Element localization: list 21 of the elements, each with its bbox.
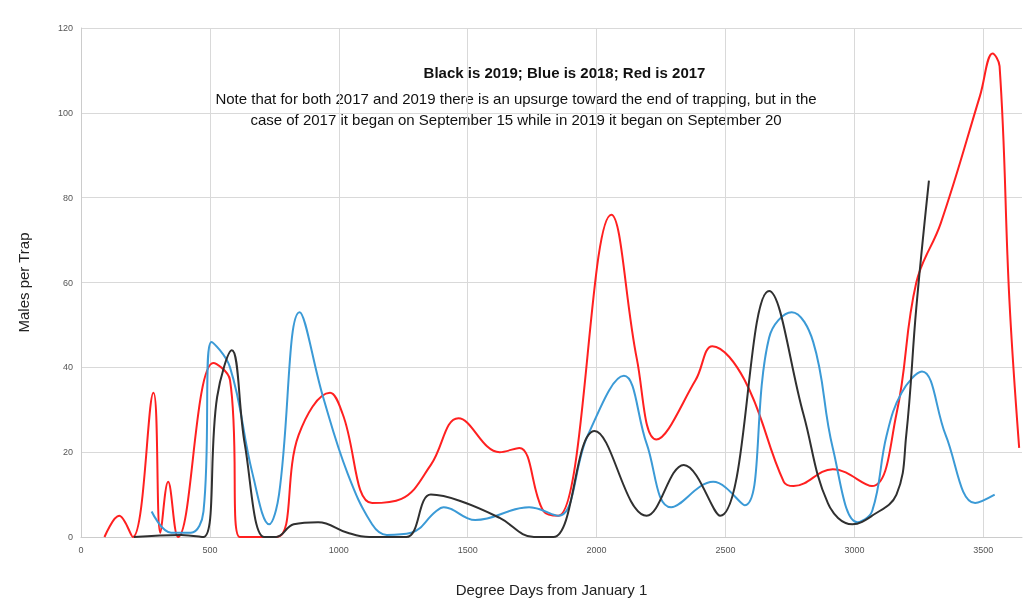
line-series — [103, 52, 1021, 538]
x-axis-title: Degree Days from January 1 — [455, 581, 648, 598]
y-tick-label: 100 — [57, 107, 73, 118]
y-tick-label: 80 — [62, 192, 73, 203]
x-tick-label: 2500 — [715, 544, 736, 555]
x-tick-label: 500 — [202, 544, 218, 555]
x-tick-label: 0 — [78, 544, 84, 555]
y-tick-label: 120 — [57, 23, 73, 33]
y-tick-label: 0 — [67, 532, 73, 542]
y-tick-label: 60 — [62, 277, 73, 288]
line-series — [132, 179, 930, 538]
text: Black is 2019; Blue is 2018; Red is 2017 — [423, 64, 706, 81]
x-tick-label: 3000 — [844, 544, 865, 555]
line-series — [150, 311, 996, 536]
x-tick-label: 1500 — [457, 544, 478, 555]
x-tick-label: 1000 — [328, 544, 349, 555]
y-tick-label: 40 — [62, 362, 73, 373]
y-axis-title: Males per Trap — [15, 232, 32, 333]
x-tick-label: 3500 — [973, 544, 994, 555]
y-tick-label: 20 — [62, 447, 73, 458]
x-tick-label: 2000 — [586, 544, 607, 555]
